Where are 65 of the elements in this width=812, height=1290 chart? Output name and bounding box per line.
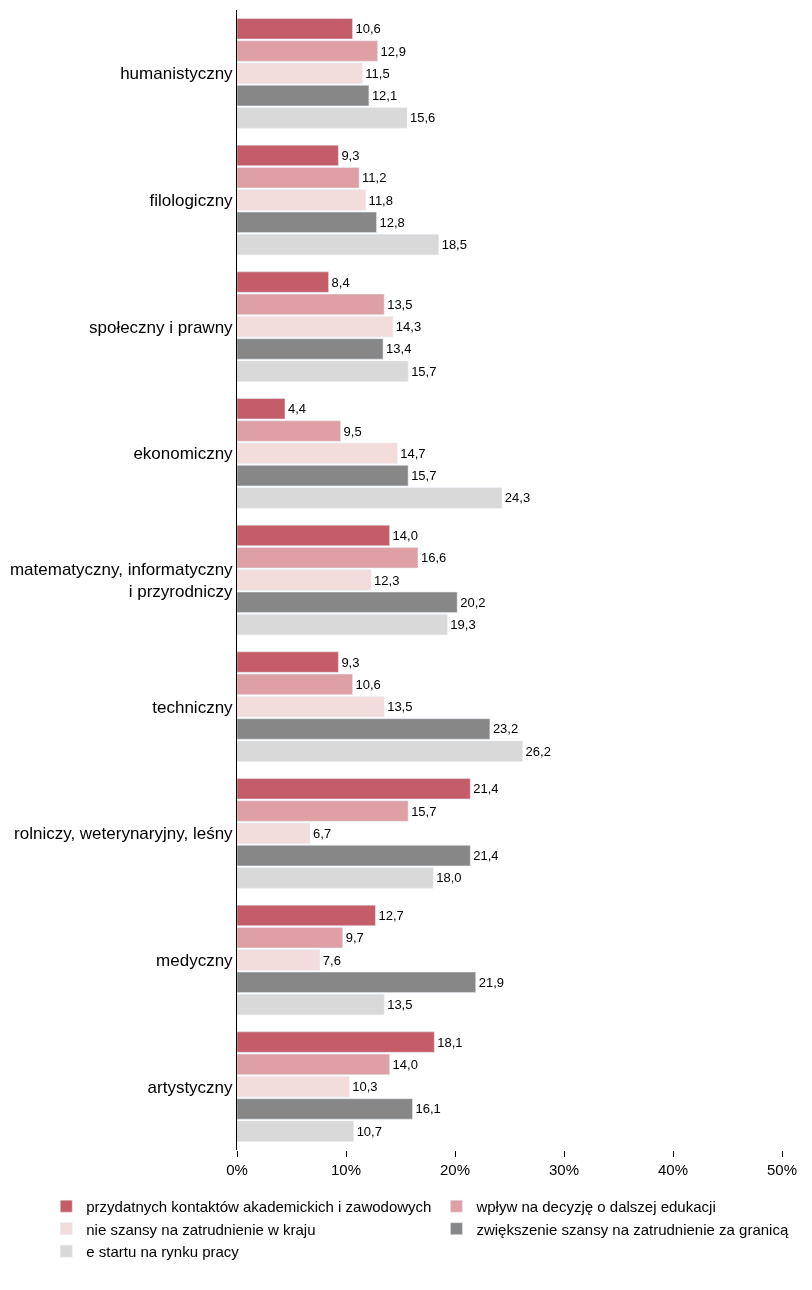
data-label: 8,4 xyxy=(331,274,350,290)
data-label: 9,3 xyxy=(341,147,360,163)
data-label: 10,7 xyxy=(356,1123,382,1139)
data-label: 16,6 xyxy=(420,550,447,566)
data-label: 13,5 xyxy=(387,997,413,1013)
data-label: 9,7 xyxy=(345,930,364,946)
legend-label: zwiększenie szansy na zatrudnienie za granicą xyxy=(476,1220,789,1238)
data-label: 7,6 xyxy=(322,952,341,968)
x-tick-label: 10% xyxy=(330,1161,362,1178)
data-label: 12,3 xyxy=(374,572,400,588)
data-label: 10,3 xyxy=(352,1079,378,1095)
x-tick-label: 20% xyxy=(439,1161,471,1178)
data-label: 23,2 xyxy=(492,721,519,737)
data-label: 12,1 xyxy=(371,88,398,104)
data-label: 11,5 xyxy=(365,65,390,81)
x-tick-label: 50% xyxy=(766,1161,798,1178)
y-tick-label: techniczny xyxy=(152,697,234,717)
data-label: 12,9 xyxy=(380,43,406,59)
data-label: 20,2 xyxy=(460,594,486,610)
y-tick-label: artystyczny xyxy=(147,1077,234,1097)
y-tick-label: medyczny xyxy=(156,950,234,970)
data-label: 6,7 xyxy=(313,825,332,841)
y-tick-label: społeczny i prawny xyxy=(88,317,234,337)
x-tick-label: 0% xyxy=(226,1161,248,1178)
data-label: 4,4 xyxy=(287,401,307,417)
data-label: 14,3 xyxy=(395,319,422,335)
data-label: 14,7 xyxy=(400,445,426,461)
data-label: 13,4 xyxy=(386,341,412,357)
data-label: 18,1 xyxy=(437,1034,463,1050)
data-label: 19,3 xyxy=(450,617,476,633)
data-label: 14,0 xyxy=(392,527,418,543)
data-label: 15,7 xyxy=(411,468,437,484)
data-label: 18,0 xyxy=(436,870,462,886)
data-label: 24,3 xyxy=(504,490,531,506)
data-label: 12,8 xyxy=(379,214,405,230)
legend-label: e startu na rynku pracy xyxy=(86,1243,240,1260)
data-label: 21,4 xyxy=(473,848,499,864)
y-tick-label: matematyczny, informatyczny i przyrodniczy xyxy=(9,559,234,601)
data-label: 13,5 xyxy=(387,296,413,312)
data-label: 21,4 xyxy=(473,781,499,797)
data-label: 15,6 xyxy=(410,110,436,126)
data-label: 9,5 xyxy=(343,423,362,439)
y-tick-label: filologiczny xyxy=(149,190,234,210)
y-tick-label: ekonomiczny xyxy=(133,444,234,464)
data-label: 10,6 xyxy=(355,21,381,37)
data-label: 9,3 xyxy=(341,654,360,670)
x-tick-label: 30% xyxy=(548,1161,580,1178)
data-label: 11,2 xyxy=(362,170,387,186)
data-label: 16,1 xyxy=(415,1101,441,1117)
data-label: 18,5 xyxy=(441,237,467,253)
data-label: 15,7 xyxy=(411,363,437,379)
legend-label: wpływ na decyzję o dalszej edukacji xyxy=(475,1198,716,1215)
x-tick-label: 40% xyxy=(657,1161,689,1178)
data-label: 13,5 xyxy=(387,699,413,715)
y-tick-label: humanistyczny xyxy=(120,64,234,84)
data-label: 15,7 xyxy=(411,803,437,819)
data-label: 14,0 xyxy=(392,1056,418,1072)
legend-label: przydatnych kontaktów akademickich i zawodowych xyxy=(86,1198,432,1215)
legend-label: nie szansy na zatrudnienie w kraju xyxy=(86,1220,316,1238)
data-label: 26,2 xyxy=(525,743,551,759)
data-label: 10,6 xyxy=(355,676,381,692)
data-label: 21,9 xyxy=(478,974,505,990)
data-label: 11,8 xyxy=(368,192,393,208)
data-label: 12,7 xyxy=(378,907,404,923)
y-tick-label: rolniczy, weterynaryjny, leśny xyxy=(14,824,234,844)
